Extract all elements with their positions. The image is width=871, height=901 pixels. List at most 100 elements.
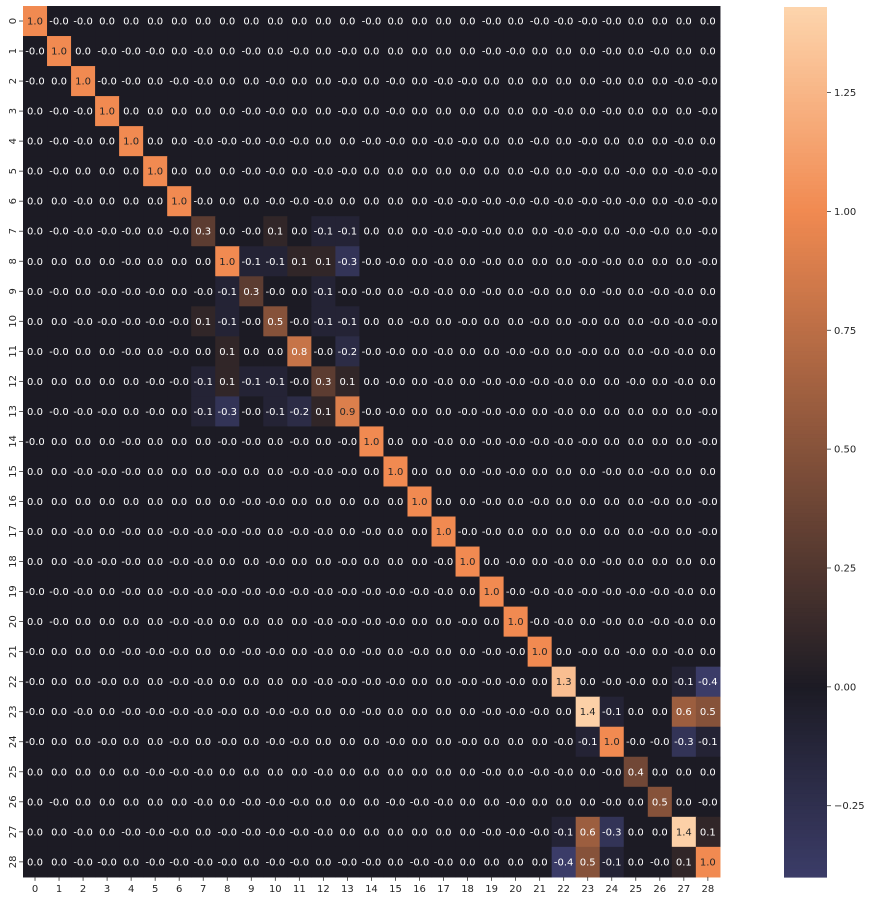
heatmap-cell — [167, 816, 192, 848]
heatmap-cell — [479, 6, 505, 37]
cell-annotations: 1.0 -0.0 -0.0 0.0 0.0 0.0 0.0 0.0 0.0 0.0 0.0 0.0 0.… — [25, 17, 717, 869]
heatmap-cell — [119, 636, 144, 668]
heatmap-cell — [47, 366, 72, 397]
heatmap-cell — [167, 546, 192, 578]
cell-value: 0.6 — [676, 707, 692, 718]
heatmap-cell — [647, 816, 673, 848]
heatmap-cell — [695, 786, 721, 818]
heatmap-cell — [527, 486, 553, 518]
heatmap-cell — [23, 96, 48, 127]
heatmap-cell — [599, 396, 625, 428]
heatmap-cell — [671, 36, 697, 67]
cell-value: -0.0 — [314, 347, 334, 358]
cell-value: -0.0 — [266, 707, 286, 718]
cell-value: -0.0 — [362, 617, 382, 628]
heatmap-cell — [407, 156, 433, 187]
heatmap-cell — [407, 576, 433, 608]
cell-value: -0.0 — [25, 47, 45, 58]
cell-value: -0.0 — [530, 617, 550, 628]
colorbar-segment — [784, 173, 827, 178]
heatmap-cell — [575, 816, 601, 848]
heatmap-cell — [143, 216, 168, 247]
heatmap-cell — [671, 576, 697, 608]
cell-value: -0.0 — [121, 347, 141, 358]
cell-value: 0.0 — [460, 497, 476, 508]
heatmap-cell — [95, 756, 120, 788]
heatmap-cell — [359, 846, 385, 878]
heatmap-cell — [575, 486, 601, 518]
cell-value: -0.0 — [386, 257, 406, 268]
cell-value: -0.1 — [338, 317, 358, 328]
cell-value: 0.0 — [75, 377, 91, 388]
heatmap-cell — [95, 696, 120, 728]
cell-value: 0.0 — [219, 197, 235, 208]
cell-value: 0.0 — [580, 557, 596, 568]
heatmap-cell — [47, 846, 72, 878]
cell-value: -0.0 — [193, 797, 213, 808]
heatmap-cell — [647, 36, 673, 67]
cell-value: 0.0 — [628, 257, 644, 268]
heatmap-cell — [647, 336, 673, 367]
heatmap-cell — [647, 756, 673, 788]
colorbar-segment — [784, 473, 827, 479]
cell-value: 0.0 — [243, 857, 259, 868]
heatmap-cell — [695, 6, 721, 37]
heatmap-cell — [191, 546, 216, 578]
heatmap-cell — [431, 366, 457, 397]
cell-value: 0.0 — [676, 257, 692, 268]
cell-value: -0.0 — [626, 197, 646, 208]
cell-value: -0.0 — [578, 137, 598, 148]
cell-value: -0.0 — [73, 707, 93, 718]
cell-value: -0.0 — [290, 47, 310, 58]
heatmap-cell — [503, 786, 529, 818]
heatmap-cell — [335, 696, 361, 728]
heatmap-cell — [287, 96, 312, 127]
colorbar-segment — [784, 438, 827, 443]
cell-value: 0.0 — [484, 107, 500, 118]
cell-value: 1.0 — [75, 77, 91, 88]
cell-value: -0.0 — [169, 767, 189, 778]
heatmap-cell — [95, 636, 120, 668]
cell-value: -0.0 — [338, 437, 358, 448]
cell-value: 0.0 — [388, 707, 404, 718]
heatmap-cell — [359, 606, 385, 638]
cell-value: 0.0 — [532, 257, 548, 268]
colorbar-segment — [784, 576, 827, 582]
cell-value: 0.0 — [556, 527, 572, 538]
heatmap-cell — [47, 156, 72, 187]
heatmap-cell — [671, 456, 697, 488]
cell-value: 0.0 — [676, 557, 692, 568]
cell-value: 0.0 — [147, 587, 163, 598]
cell-value: -0.0 — [602, 767, 622, 778]
heatmap-cell — [239, 216, 264, 247]
cell-value: -0.0 — [698, 107, 718, 118]
colorbar-segment — [784, 536, 827, 542]
cell-value: -0.0 — [626, 647, 646, 658]
cell-value: 0.0 — [51, 527, 67, 538]
heatmap-cell — [263, 756, 288, 788]
cell-value: -0.0 — [410, 587, 430, 598]
cell-value: 0.0 — [628, 437, 644, 448]
cell-value: 0.0 — [460, 257, 476, 268]
cell-value: -0.0 — [410, 797, 430, 808]
colorbar-segment — [784, 137, 827, 143]
heatmap-cell — [143, 576, 168, 608]
heatmap-cell — [95, 126, 120, 157]
heatmap-cell — [527, 66, 553, 97]
heatmap-cell — [119, 816, 144, 848]
heatmap-cell — [335, 276, 361, 307]
heatmap-cell — [287, 306, 312, 337]
cell-value: -0.0 — [530, 767, 550, 778]
cell-value: 0.0 — [219, 647, 235, 658]
cell-value: 0.0 — [412, 167, 428, 178]
cell-value: 0.0 — [628, 347, 644, 358]
cell-value: -0.0 — [314, 617, 334, 628]
heatmap-cell — [647, 66, 673, 97]
colorbar-segment — [784, 46, 827, 52]
heatmap-cell — [311, 336, 336, 367]
colorbar-segment — [784, 726, 827, 732]
heatmap-cell — [575, 246, 601, 277]
cell-value: -0.0 — [434, 227, 454, 238]
colorbar-segment — [784, 564, 827, 570]
heatmap-cell — [311, 486, 336, 518]
